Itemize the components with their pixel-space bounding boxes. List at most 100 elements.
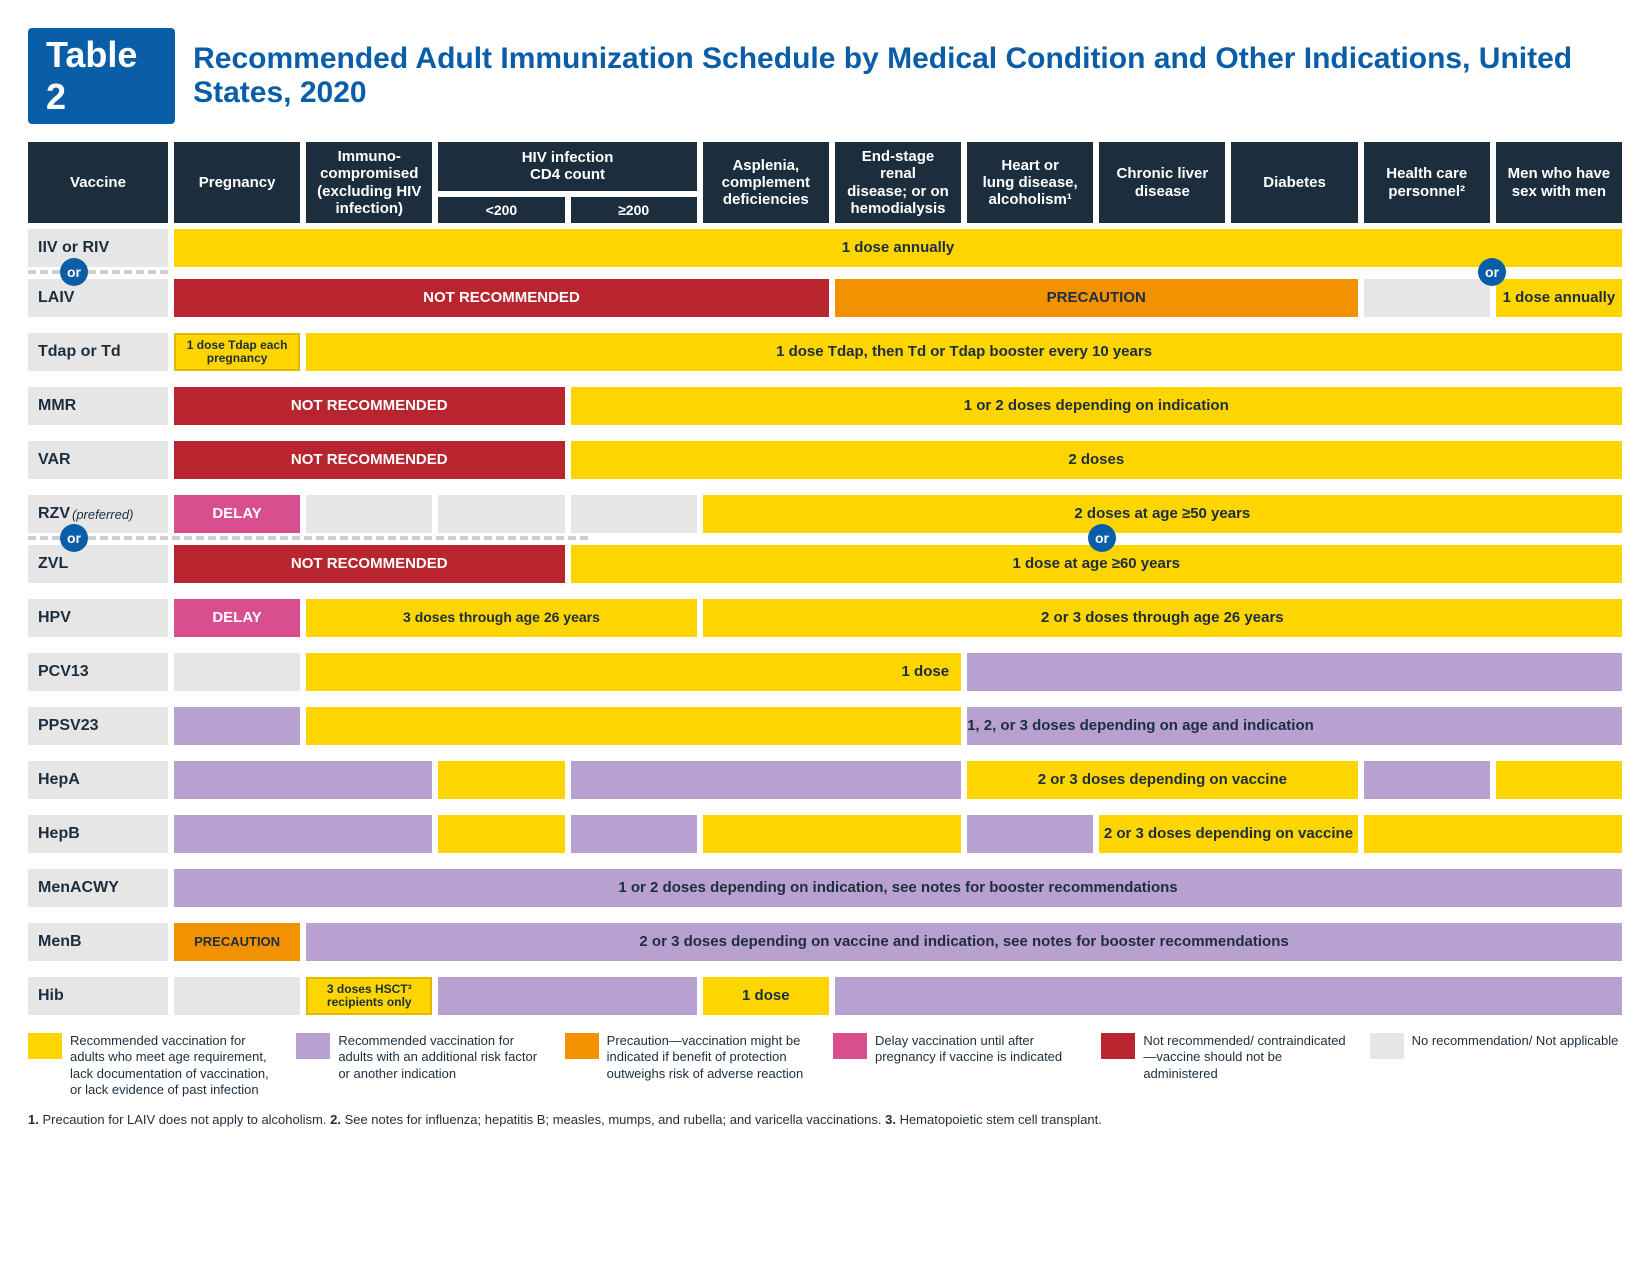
- hib-preg: [174, 977, 300, 1015]
- title-row: Table 2 Recommended Adult Immunization S…: [28, 28, 1622, 124]
- hdr-hcp: Health care personnel²: [1364, 142, 1490, 223]
- hib-y: 1 dose: [703, 977, 829, 1015]
- tdap-preg: 1 dose Tdap each pregnancy: [174, 333, 300, 371]
- legend-item: Not recommended/ contraindicated—vaccine…: [1101, 1033, 1353, 1098]
- hdr-hiv-lt200: <200: [438, 197, 564, 223]
- rzv-pref: (preferred): [72, 507, 133, 522]
- hdr-hiv: HIV infection CD4 count: [438, 142, 696, 191]
- hepa-3: [571, 761, 962, 799]
- rzv-g1: [306, 495, 432, 533]
- row-rzv-label: RZV(preferred): [28, 495, 168, 533]
- hepa-4: 2 or 3 doses depending on vaccine: [967, 761, 1358, 799]
- rzv-text: RZV: [38, 505, 70, 523]
- row-var-label: VAR: [28, 441, 168, 479]
- hdr-heart: Heart or lung disease, alcoholism¹: [967, 142, 1093, 223]
- footnote-2: See notes for influenza; hepatitis B; me…: [345, 1112, 882, 1127]
- row-menb-label: MenB: [28, 923, 168, 961]
- hpv-delay: DELAY: [174, 599, 300, 637]
- hepb-7: [1364, 815, 1622, 853]
- hepb-4: [703, 815, 961, 853]
- ppsv23-p: 1, 2, or 3 doses depending on age and in…: [967, 707, 1622, 745]
- hdr-diabetes: Diabetes: [1231, 142, 1357, 223]
- legend-text: Recommended vaccination for adults with …: [338, 1033, 548, 1098]
- rzv-rest: 2 doses at age ≥50 years: [703, 495, 1622, 533]
- row-hepb-label: HepB: [28, 815, 168, 853]
- hdr-immuno: Immuno- compromised (excluding HIV infec…: [306, 142, 432, 223]
- legend: Recommended vaccination for adults who m…: [28, 1033, 1622, 1098]
- pcv13-p: [967, 653, 1622, 691]
- row-hpv-label: HPV: [28, 599, 168, 637]
- menacwy-all: 1 or 2 doses depending on indication, se…: [174, 869, 1622, 907]
- menb-prec: PRECAUTION: [174, 923, 300, 961]
- legend-text: Precaution—vaccination might be indicate…: [607, 1033, 817, 1098]
- pcv13-preg: [174, 653, 300, 691]
- row-laiv-label: LAIV: [28, 279, 168, 317]
- laiv-precaution: PRECAUTION: [835, 279, 1358, 317]
- row-menacwy-label: MenACWY: [28, 869, 168, 907]
- legend-item: Precaution—vaccination might be indicate…: [565, 1033, 817, 1098]
- hepb-1: [174, 815, 432, 853]
- hdr-liver: Chronic liver disease: [1099, 142, 1225, 223]
- hpv-23dose: 2 or 3 doses through age 26 years: [703, 599, 1622, 637]
- legend-swatch: [296, 1033, 330, 1059]
- laiv-gray: [1364, 279, 1490, 317]
- legend-item: Recommended vaccination for adults with …: [296, 1033, 548, 1098]
- rzv-delay: DELAY: [174, 495, 300, 533]
- var-rest: 2 doses: [571, 441, 1622, 479]
- schedule-grid: Vaccine Pregnancy Immuno- compromised (e…: [28, 142, 1622, 1015]
- row-pcv13-label: PCV13: [28, 653, 168, 691]
- or-badge: or: [60, 524, 88, 552]
- row-hepa-label: HepA: [28, 761, 168, 799]
- hepb-6: 2 or 3 doses depending on vaccine: [1099, 815, 1357, 853]
- legend-swatch: [28, 1033, 62, 1059]
- legend-swatch: [833, 1033, 867, 1059]
- laiv-notrec: NOT RECOMMENDED: [174, 279, 829, 317]
- hib-p1: [438, 977, 696, 1015]
- iiv-all: 1 dose annually: [174, 229, 1622, 267]
- hdr-hiv-ge200: ≥200: [571, 197, 697, 223]
- rzv-g3: [571, 495, 697, 533]
- zvl-notrec: NOT RECOMMENDED: [174, 545, 565, 583]
- hepa-5: [1364, 761, 1490, 799]
- hepa-1: [174, 761, 432, 799]
- hdr-renal: End-stage renal disease; or on hemodialy…: [835, 142, 961, 223]
- laiv-annual: 1 dose annually: [1496, 279, 1622, 317]
- title-text: Recommended Adult Immunization Schedule …: [193, 42, 1622, 110]
- hib-p2: [835, 977, 1622, 1015]
- hepa-2: [438, 761, 564, 799]
- table-badge: Table 2: [28, 28, 175, 124]
- hdr-msm: Men who have sex with men: [1496, 142, 1622, 223]
- hepb-5: [967, 815, 1093, 853]
- hepb-3: [571, 815, 697, 853]
- hepb-2: [438, 815, 564, 853]
- hdr-asplenia: Asplenia, complement deficiencies: [703, 142, 829, 223]
- hepa-6: [1496, 761, 1622, 799]
- row-zvl-label: ZVL: [28, 545, 168, 583]
- or-badge: or: [1478, 258, 1506, 286]
- hdr-vaccine: Vaccine: [28, 142, 168, 223]
- legend-swatch: [1370, 1033, 1404, 1059]
- tdap-rest: 1 dose Tdap, then Td or Tdap booster eve…: [306, 333, 1622, 371]
- mmr-notrec: NOT RECOMMENDED: [174, 387, 565, 425]
- legend-text: Delay vaccination until after pregnancy …: [875, 1033, 1085, 1098]
- footnote-1: Precaution for LAIV does not apply to al…: [42, 1112, 326, 1127]
- mmr-rest: 1 or 2 doses depending on indication: [571, 387, 1622, 425]
- footnote-3: Hematopoietic stem cell transplant.: [900, 1112, 1102, 1127]
- row-mmr-label: MMR: [28, 387, 168, 425]
- legend-text: Not recommended/ contraindicated—vaccine…: [1143, 1033, 1353, 1098]
- hib-hsct: 3 doses HSCT³ recipients only: [306, 977, 432, 1015]
- legend-item: Delay vaccination until after pregnancy …: [833, 1033, 1085, 1098]
- row-iiv-label: IIV or RIV: [28, 229, 168, 267]
- ppsv23-preg: [174, 707, 300, 745]
- row-tdap-label: Tdap or Td: [28, 333, 168, 371]
- row-ppsv23-label: PPSV23: [28, 707, 168, 745]
- rzv-g2: [438, 495, 564, 533]
- hdr-pregnancy: Pregnancy: [174, 142, 300, 223]
- legend-text: Recommended vaccination for adults who m…: [70, 1033, 280, 1098]
- legend-item: No recommendation/ Not applicable: [1370, 1033, 1622, 1098]
- legend-item: Recommended vaccination for adults who m…: [28, 1033, 280, 1098]
- legend-text: No recommendation/ Not applicable: [1412, 1033, 1619, 1098]
- ppsv23-y: [306, 707, 961, 745]
- var-notrec: NOT RECOMMENDED: [174, 441, 565, 479]
- or-badge: or: [1088, 524, 1116, 552]
